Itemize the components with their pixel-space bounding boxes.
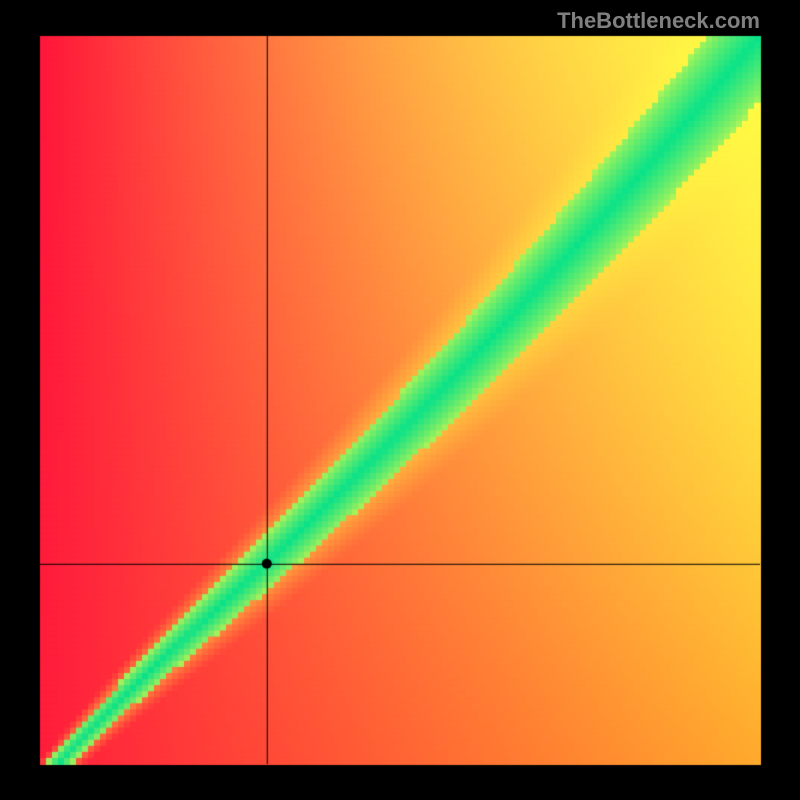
watermark-text: TheBottleneck.com (557, 8, 760, 34)
bottleneck-heatmap (0, 0, 800, 800)
chart-container: { "watermark": { "text": "TheBottleneck.… (0, 0, 800, 800)
